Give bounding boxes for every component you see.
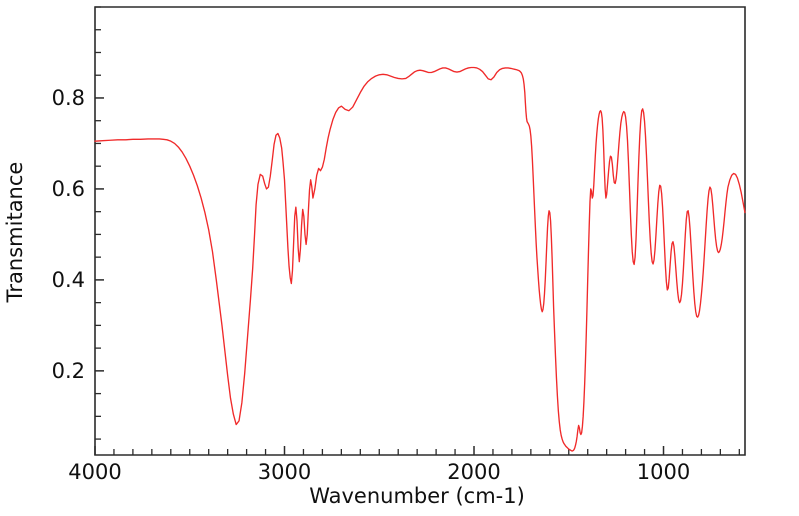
y-axis-title: Transmitance bbox=[3, 162, 27, 304]
plot-frame bbox=[94, 6, 746, 456]
plot-border bbox=[94, 6, 746, 456]
y-tick-label: 0.8 bbox=[52, 86, 85, 110]
y-tick-label: 0.6 bbox=[52, 177, 85, 201]
x-tick-label: 4000 bbox=[68, 460, 121, 484]
x-tick-label: 1000 bbox=[637, 460, 690, 484]
x-axis-tick-labels: 4000 3000 2000 1000 bbox=[68, 460, 690, 484]
y-axis-ticks bbox=[95, 6, 104, 440]
y-tick-label: 0.2 bbox=[52, 359, 85, 383]
x-axis-title: Wavenumber (cm-1) bbox=[309, 484, 525, 508]
x-tick-label: 2000 bbox=[447, 460, 500, 484]
spectrum-curve-group bbox=[94, 66, 746, 452]
spectrum-line bbox=[94, 66, 746, 452]
y-axis-tick-labels: 0.2 0.4 0.6 0.8 bbox=[52, 86, 85, 383]
x-axis-ticks bbox=[94, 446, 740, 455]
y-tick-label: 0.4 bbox=[52, 268, 85, 292]
x-tick-label: 3000 bbox=[258, 460, 311, 484]
